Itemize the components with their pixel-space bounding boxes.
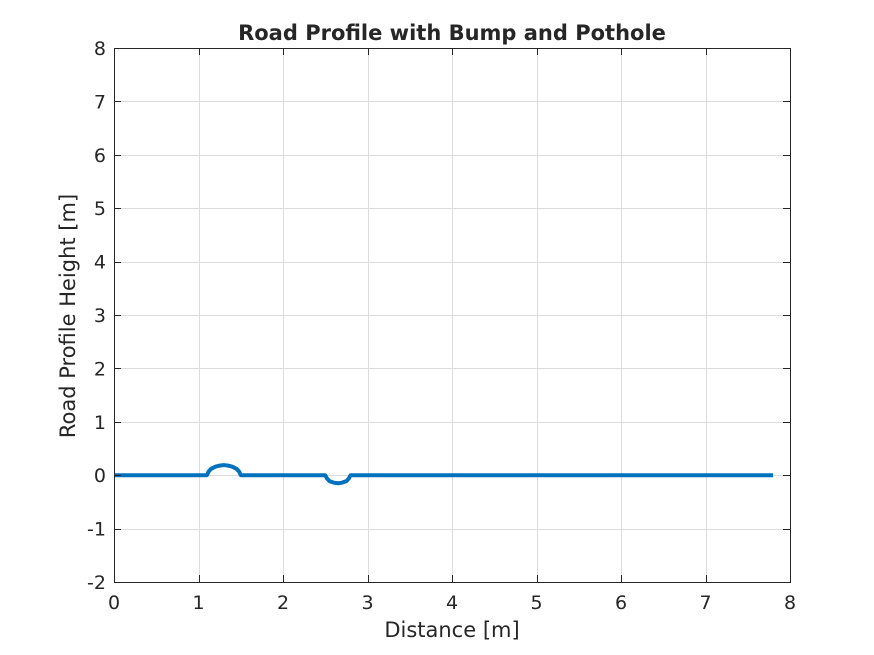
x-axis-label: Distance [m] [384, 618, 519, 642]
series-line-0 [114, 463, 774, 486]
chart-title: Road Profile with Bump and Pothole [238, 21, 666, 45]
x-tick-label: 0 [108, 592, 120, 614]
y-tick-label: 3 [94, 305, 106, 327]
x-tick-label: 6 [615, 592, 627, 614]
y-tick-labels: -2 -1 0 1 2 3 4 5 6 7 8 [87, 38, 106, 594]
y-tick-label: -2 [87, 572, 106, 594]
x-tick-label: 7 [699, 592, 711, 614]
y-tick-label: 7 [94, 91, 106, 113]
y-tick-label: 5 [94, 198, 106, 220]
x-tick-label: 8 [784, 592, 796, 614]
y-tick-label: 4 [94, 252, 106, 274]
x-tick-labels: 0 1 2 3 4 5 6 7 8 [108, 592, 796, 614]
series-layer [114, 463, 774, 486]
y-tick-label: 8 [94, 38, 106, 60]
x-tick-label: 3 [361, 592, 373, 614]
x-tick-label: 2 [277, 592, 289, 614]
tick-marks [114, 48, 791, 583]
y-tick-label: 6 [94, 145, 106, 167]
y-tick-label: -1 [87, 519, 106, 541]
y-tick-label: 0 [94, 465, 106, 487]
x-tick-label: 5 [530, 592, 542, 614]
y-tick-label: 2 [94, 358, 106, 380]
x-tick-label: 1 [192, 592, 204, 614]
y-tick-label: 1 [94, 412, 106, 434]
y-axis-label: Road Profile Height [m] [56, 194, 80, 438]
x-tick-label: 4 [446, 592, 458, 614]
